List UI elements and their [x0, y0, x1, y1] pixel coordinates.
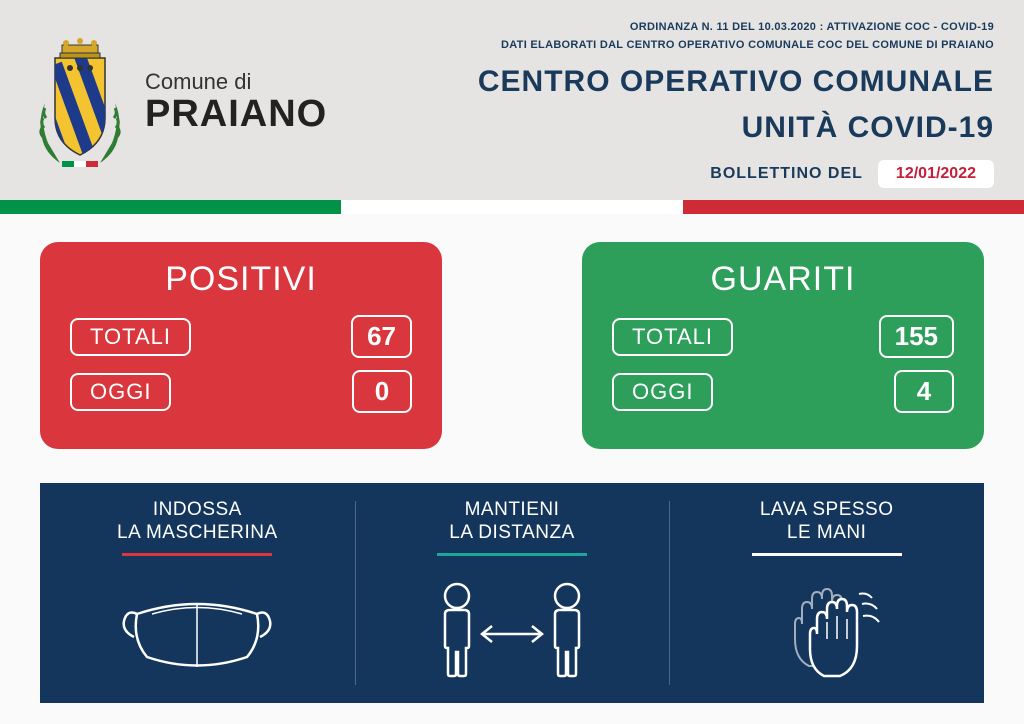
bollettino-label: BOLLETTINO DEL	[710, 165, 863, 183]
positivi-title: POSITIVI	[70, 260, 412, 299]
positivi-oggi-row: OGGI 0	[70, 370, 412, 413]
guariti-title: GUARITI	[612, 260, 954, 299]
stats-section: POSITIVI TOTALI 67 OGGI 0 GUARITI TOTALI…	[0, 214, 1024, 477]
positivi-totali-value: 67	[351, 315, 412, 358]
guariti-oggi-value: 4	[894, 370, 954, 413]
positivi-totali-row: TOTALI 67	[70, 315, 412, 358]
mask-underline	[122, 553, 272, 556]
positivi-card: POSITIVI TOTALI 67 OGGI 0	[40, 242, 442, 449]
logo-block: Comune di PRAIANO	[30, 20, 327, 185]
guariti-totali-row: TOTALI 155	[612, 315, 954, 358]
mask-icon	[50, 568, 345, 691]
header: Comune di PRAIANO ORDINANZA N. 11 DEL 10…	[0, 0, 1024, 200]
distance-underline	[437, 553, 587, 556]
guariti-card: GUARITI TOTALI 155 OGGI 4	[582, 242, 984, 449]
hands-title: LAVA SPESSO LE MANI	[760, 499, 894, 545]
comune-text: Comune di PRAIANO	[145, 70, 327, 136]
coat-of-arms-icon	[30, 33, 130, 173]
mask-title: INDOSSA LA MASCHERINA	[117, 499, 278, 545]
positivi-oggi-value: 0	[352, 370, 412, 413]
guariti-oggi-label: OGGI	[612, 373, 713, 411]
comune-label: Comune di	[145, 70, 327, 94]
header-right: ORDINANZA N. 11 DEL 10.03.2020 : ATTIVAZ…	[478, 20, 994, 185]
safety-hands-col: LAVA SPESSO LE MANI	[669, 483, 984, 703]
distance-title: MANTIENI LA DISTANZA	[449, 499, 575, 545]
safety-mask-col: INDOSSA LA MASCHERINA	[40, 483, 355, 703]
ordinance-line-1: ORDINANZA N. 11 DEL 10.03.2020 : ATTIVAZ…	[478, 20, 994, 34]
comune-name: PRAIANO	[145, 94, 327, 136]
distance-icon	[365, 568, 660, 691]
centro-line-1: CENTRO OPERATIVO COMUNALE	[478, 65, 994, 100]
ordinance-line-2: DATI ELABORATI DAL CENTRO OPERATIVO COMU…	[478, 38, 994, 52]
centro-line-2: UNITÀ COVID-19	[478, 111, 994, 146]
guariti-totali-value: 155	[879, 315, 954, 358]
bulletin-date: 12/01/2022	[878, 160, 994, 188]
safety-section: INDOSSA LA MASCHERINA MANTIENI LA DISTAN…	[0, 483, 1024, 703]
safety-panel: INDOSSA LA MASCHERINA MANTIENI LA DISTAN…	[40, 483, 984, 703]
bollettino-row: BOLLETTINO DEL 12/01/2022	[478, 160, 994, 188]
guariti-oggi-row: OGGI 4	[612, 370, 954, 413]
positivi-totali-label: TOTALI	[70, 318, 191, 356]
flag-stripe-top	[0, 200, 1024, 214]
guariti-totali-label: TOTALI	[612, 318, 733, 356]
positivi-oggi-label: OGGI	[70, 373, 171, 411]
safety-distance-col: MANTIENI LA DISTANZA	[355, 483, 670, 703]
hands-underline	[752, 553, 902, 556]
hands-icon	[679, 568, 974, 691]
